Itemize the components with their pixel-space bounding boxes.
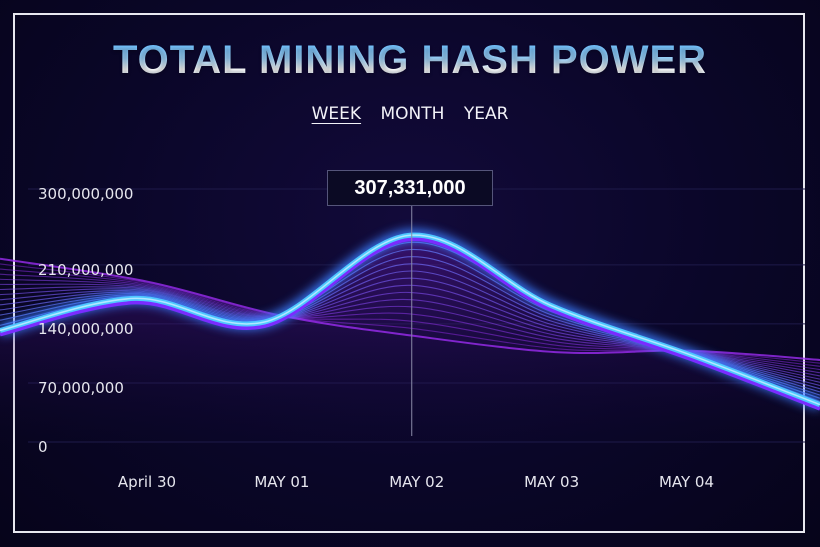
y-tick-label: 0 [38, 438, 48, 456]
x-tick-label: MAY 02 [389, 473, 444, 491]
y-tick-label: 300,000,000 [38, 185, 133, 203]
x-tick-label: MAY 01 [254, 473, 309, 491]
chart-frame [13, 13, 805, 533]
x-tick-label: MAY 04 [659, 473, 714, 491]
range-tabs: WEEK MONTH YEAR [0, 104, 820, 124]
x-tick-label: April 30 [118, 473, 176, 491]
tab-month[interactable]: MONTH [380, 104, 445, 124]
value-tooltip: 307,331,000 [327, 170, 493, 206]
y-tick-label: 70,000,000 [38, 379, 124, 397]
x-tick-label: MAY 03 [524, 473, 579, 491]
area-fill [0, 235, 820, 446]
tab-year[interactable]: YEAR [463, 104, 509, 124]
y-tick-label: 210,000,000 [38, 261, 133, 279]
y-tick-label: 140,000,000 [38, 320, 133, 338]
tab-week[interactable]: WEEK [311, 104, 362, 124]
chart-title: TOTAL MINING HASH POWER [0, 38, 820, 83]
